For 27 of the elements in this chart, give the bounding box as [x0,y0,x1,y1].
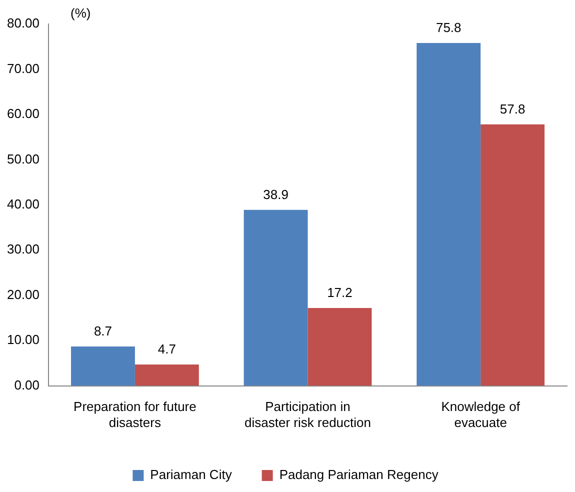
y-tick-label: 20.00 [6,286,40,302]
data-label: 8.7 [94,324,112,339]
bar [480,124,545,386]
bar [308,308,372,386]
data-label: 38.9 [263,186,288,202]
bar [244,210,308,386]
y-tick-label: 10.00 [6,332,40,348]
x-tick-label: Preparation for future disasters [74,399,196,430]
bar [416,42,481,386]
x-tick-label: Participation in disaster risk reduction [244,399,371,430]
y-tick-label: 30.00 [6,242,40,257]
y-tick-label: 40.00 [6,196,40,212]
y-tick-label: 0.00 [14,377,40,392]
y-tick-label: 60.00 [6,106,40,122]
x-tick-label: Knowledge of evacuate [441,399,520,430]
legend-label: Padang Pariaman Regency [279,467,439,482]
y-tick-label: 50.00 [6,151,40,166]
y-tick-label: 70.00 [6,60,40,76]
bar [71,346,135,386]
data-label: 57.8 [500,101,526,116]
bar [134,364,199,386]
data-label: 4.7 [158,342,176,357]
data-label: 17.2 [327,285,352,300]
y-axis-title: (%) [70,6,91,21]
legend-label: Pariaman City [150,467,232,482]
y-tick-label: 80.00 [6,16,40,31]
data-label: 75.8 [436,20,462,36]
